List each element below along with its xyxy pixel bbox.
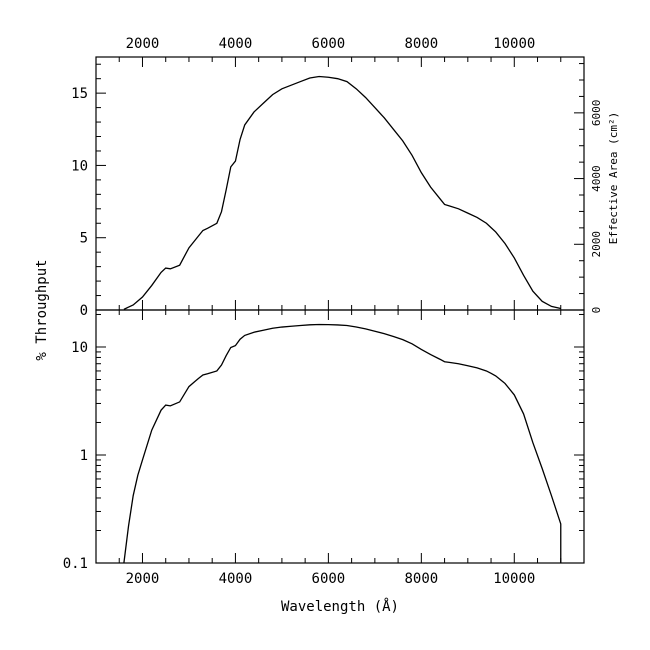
top-y2-tick-label: 4000 bbox=[590, 165, 603, 192]
top-y-tick-label: 0 bbox=[80, 303, 88, 319]
top-x-tick-label: 4000 bbox=[219, 36, 253, 52]
bottom-plot-frame bbox=[95, 309, 585, 564]
y-axis-label: % Throughput bbox=[34, 259, 50, 360]
top-x-tick-label: 8000 bbox=[404, 36, 438, 52]
top-y-tick-label: 10 bbox=[71, 158, 88, 174]
top-x-tick-label: 6000 bbox=[312, 36, 346, 52]
top-x-tick-label: 10000 bbox=[493, 36, 535, 52]
bottom-y-tick-label: 0.1 bbox=[63, 556, 88, 572]
top-y-tick-label: 15 bbox=[71, 86, 88, 102]
bottom-x-tick-label: 2000 bbox=[126, 571, 160, 587]
top-y2-tick-label: 6000 bbox=[590, 100, 603, 127]
bottom-x-tick-label: 8000 bbox=[404, 571, 438, 587]
bottom-x-tick-label: 10000 bbox=[493, 571, 535, 587]
top-y2-tick-label: 0 bbox=[590, 307, 603, 314]
top-plot-frame bbox=[95, 56, 585, 311]
bottom-x-tick-label: 6000 bbox=[312, 571, 346, 587]
top-x-tick-label: 2000 bbox=[126, 36, 160, 52]
bottom-y-tick-label: 10 bbox=[71, 340, 88, 356]
bottom-y-tick-label: 1 bbox=[80, 448, 88, 464]
top-y-tick-label: 5 bbox=[80, 231, 88, 247]
top-y2-tick-label: 2000 bbox=[590, 231, 603, 257]
x-axis-label: Wavelength (Å) bbox=[281, 598, 399, 615]
top-panel: 2000 4000 6000 8000 10000 0 5 10 15 0 2000 4000 6000 bbox=[71, 36, 603, 319]
bottom-panel: 2000 4000 6000 8000 10000 0.1 1 10 bbox=[63, 309, 585, 587]
bottom-x-tick-label: 4000 bbox=[219, 571, 253, 587]
right-axis-label: Effective Area (cm²) bbox=[607, 112, 620, 244]
bottom-series-line bbox=[123, 323, 562, 564]
top-series-line bbox=[123, 75, 561, 310]
